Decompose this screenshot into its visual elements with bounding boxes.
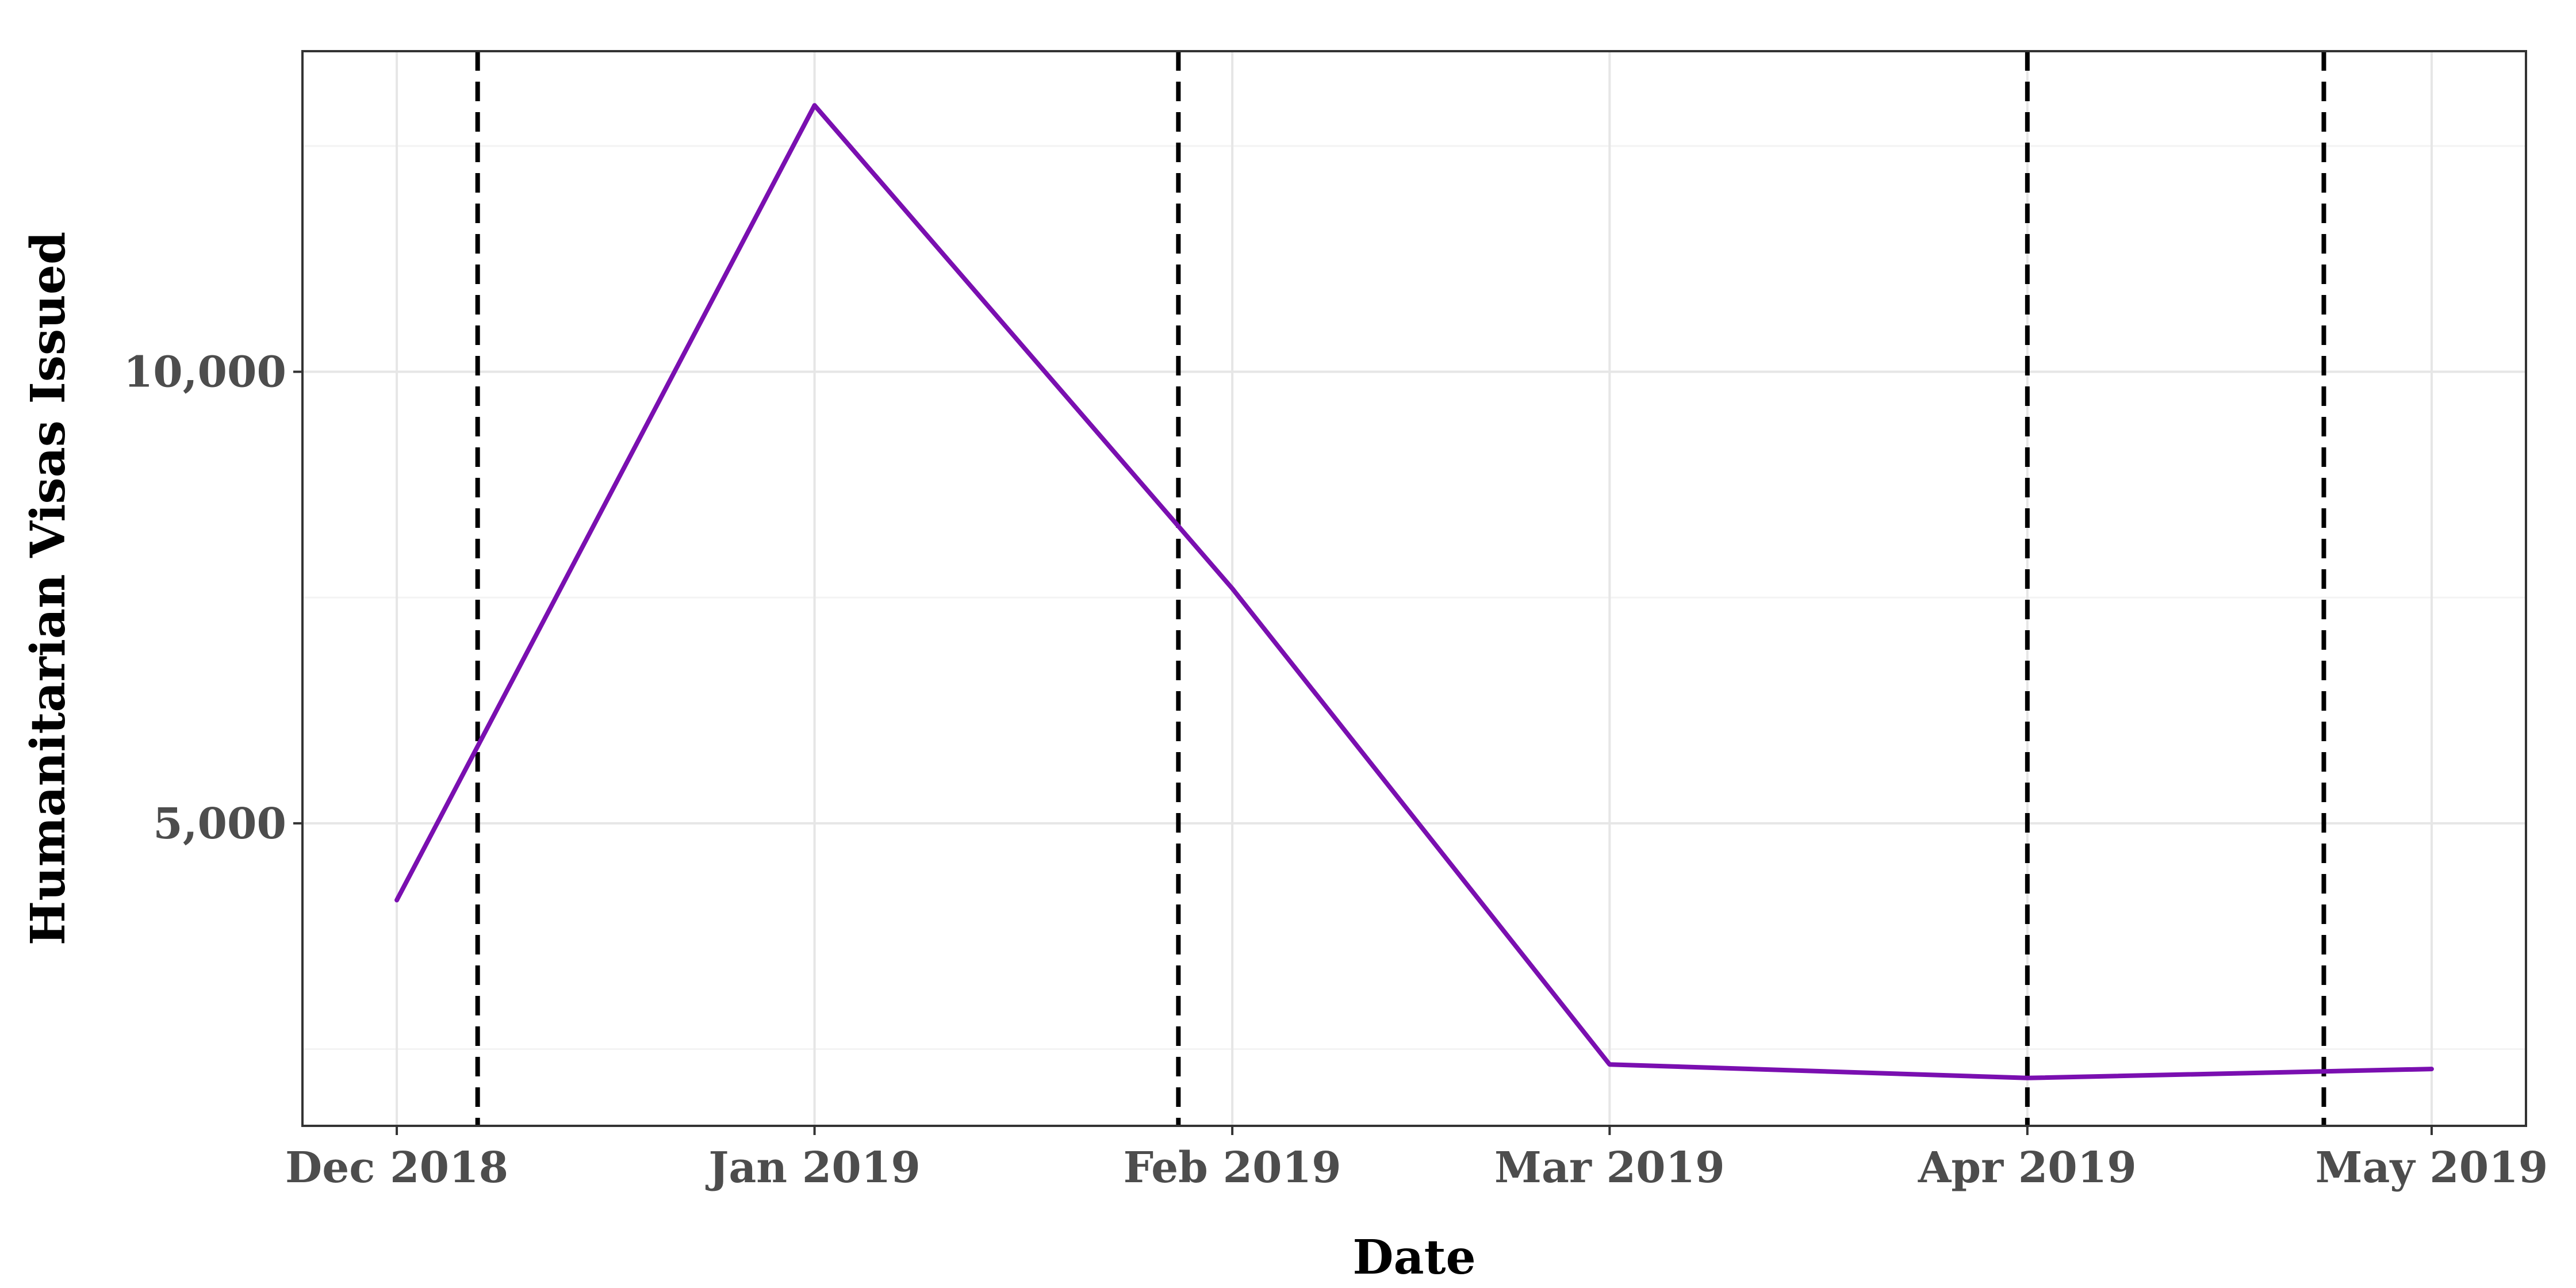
x-axis-title: Date — [1352, 1230, 1475, 1285]
x-tick-label: Dec 2018 — [285, 1143, 508, 1193]
x-tick-label: Mar 2019 — [1494, 1143, 1725, 1193]
y-axis-tick-labels: 5,000 10,000 — [124, 348, 286, 849]
y-tick-label: 10,000 — [124, 348, 286, 397]
grid-lines — [302, 51, 2526, 1126]
x-tick-label: May 2019 — [2316, 1143, 2548, 1193]
axis-ticks — [293, 370, 2433, 1135]
x-axis-tick-labels: Dec 2018 Jan 2019 Feb 2019 Mar 2019 Apr 2019… — [285, 1143, 2548, 1193]
x-tick-label: Jan 2019 — [705, 1143, 920, 1193]
series-lines — [394, 103, 2434, 1080]
y-axis-title: Humanitarian Visas Issued — [21, 232, 76, 946]
reference-lines — [475, 51, 2326, 1126]
plot-panel-border — [301, 50, 2527, 1127]
visas-issued-line — [394, 103, 2434, 1080]
y-tick-label: 5,000 — [153, 799, 286, 849]
x-tick-label: Apr 2019 — [1918, 1143, 2137, 1193]
x-tick-label: Feb 2019 — [1124, 1143, 1341, 1193]
